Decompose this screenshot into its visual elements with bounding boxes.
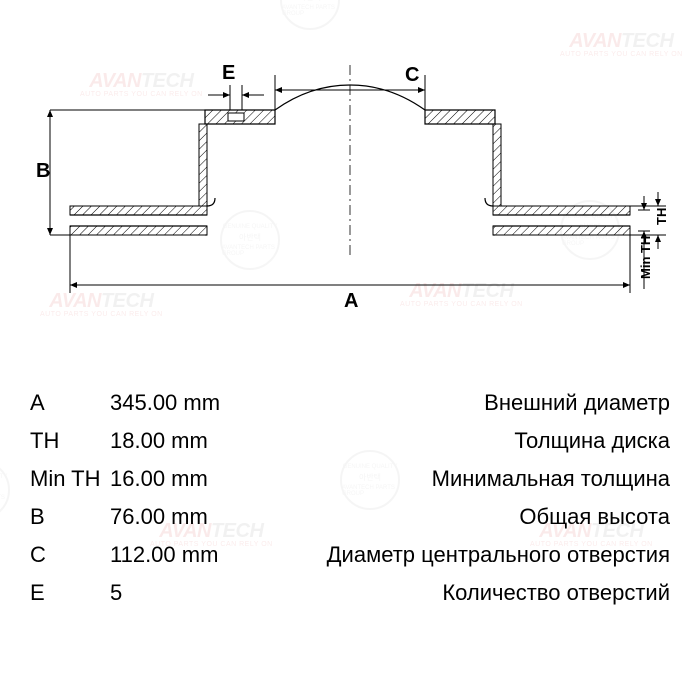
spec-desc: Толщина диска — [270, 428, 670, 454]
spec-table: A 345.00 mm Внешний диаметр TH 18.00 mm … — [30, 390, 670, 618]
spec-value: 18.00 mm — [110, 428, 270, 454]
spec-row: A 345.00 mm Внешний диаметр — [30, 390, 670, 416]
dim-label-c: C — [405, 64, 419, 86]
spec-desc: Диаметр центрального отверстия — [270, 542, 670, 568]
dim-label-min-th: Min TH — [638, 236, 653, 279]
dim-label-a: A — [344, 290, 358, 312]
spec-row: Min TH 16.00 mm Минимальная толщина — [30, 466, 670, 492]
spec-value: 5 — [110, 580, 270, 606]
spec-desc: Внешний диаметр — [270, 390, 670, 416]
spec-value: 345.00 mm — [110, 390, 270, 416]
spec-value: 16.00 mm — [110, 466, 270, 492]
spec-symbol: C — [30, 542, 110, 568]
spec-symbol: A — [30, 390, 110, 416]
quality-badge: GENUINE QUALITY아반택AVANTECH PARTS GROUP — [280, 0, 340, 30]
spec-desc: Общая высота — [270, 504, 670, 530]
brand-logo: AVANTECH — [569, 30, 673, 53]
dim-label-th: TH — [654, 208, 669, 225]
spec-row: TH 18.00 mm Толщина диска — [30, 428, 670, 454]
quality-badge: GENUINE QUALITY아반택AVANTECH PARTS GROUP — [0, 460, 10, 520]
spec-desc: Количество отверстий — [270, 580, 670, 606]
spec-symbol: TH — [30, 428, 110, 454]
spec-symbol: B — [30, 504, 110, 530]
spec-row: E 5 Количество отверстий — [30, 580, 670, 606]
brake-disc-diagram: B E C A TH Min TH — [30, 55, 670, 355]
dim-label-b: B — [36, 160, 50, 182]
spec-value: 76.00 mm — [110, 504, 270, 530]
spec-value: 112.00 mm — [110, 542, 270, 568]
spec-symbol: Min TH — [30, 466, 110, 492]
spec-desc: Минимальная толщина — [270, 466, 670, 492]
spec-row: C 112.00 mm Диаметр центрального отверст… — [30, 542, 670, 568]
spec-symbol: E — [30, 580, 110, 606]
dim-label-e: E — [222, 62, 235, 84]
spec-row: B 76.00 mm Общая высота — [30, 504, 670, 530]
